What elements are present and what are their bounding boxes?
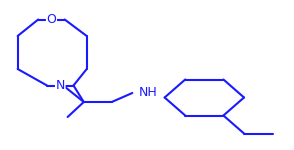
Text: O: O: [46, 13, 56, 26]
Text: N: N: [56, 79, 65, 92]
Text: NH: NH: [139, 87, 158, 99]
